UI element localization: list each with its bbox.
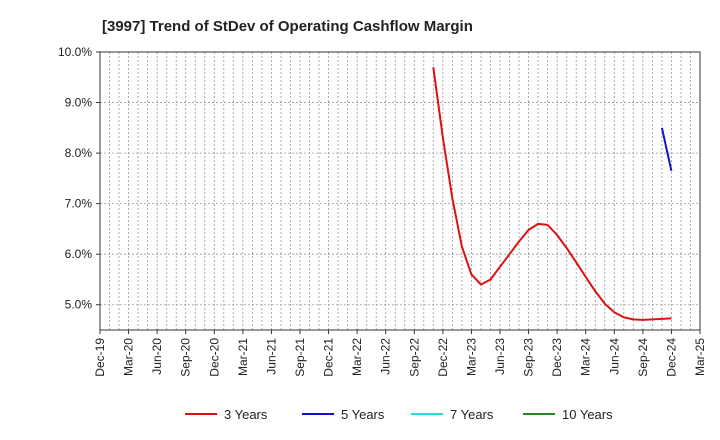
x-tick-label: Dec-24 bbox=[664, 338, 678, 377]
legend-label: 10 Years bbox=[562, 407, 613, 422]
x-tick-label: Sep-24 bbox=[636, 338, 650, 377]
y-tick-label: 6.0% bbox=[65, 247, 93, 261]
chart-title: [3997] Trend of StDev of Operating Cashf… bbox=[102, 18, 473, 35]
x-tick-label: Sep-23 bbox=[522, 338, 536, 377]
x-tick-label: Sep-20 bbox=[179, 338, 193, 377]
y-tick-label: 5.0% bbox=[65, 298, 93, 312]
x-tick-label: Mar-23 bbox=[464, 338, 478, 376]
x-tick-label: Mar-20 bbox=[122, 338, 136, 376]
series-line-3-years bbox=[432, 67, 672, 321]
x-axis: Dec-19 Mar-20 Jun-20 Sep-20 Dec-20 Mar-21 Jun-… bbox=[93, 330, 707, 377]
x-tick-label: Mar-25 bbox=[693, 338, 707, 376]
x-tick-label: Sep-21 bbox=[293, 338, 307, 377]
x-tick-label: Mar-24 bbox=[579, 338, 593, 376]
legend-label: 3 Years bbox=[224, 407, 268, 422]
series-lines bbox=[432, 67, 673, 321]
x-tick-label: Sep-22 bbox=[407, 338, 421, 377]
y-tick-label: 8.0% bbox=[65, 146, 93, 160]
y-tick-label: 7.0% bbox=[65, 197, 93, 211]
legend-label: 5 Years bbox=[341, 407, 385, 422]
x-tick-label: Dec-20 bbox=[207, 338, 221, 377]
y-axis: 5.0% 6.0% 7.0% 8.0% 9.0% 10.0% bbox=[58, 45, 100, 312]
legend: 3 Years 5 Years 7 Years 10 Years bbox=[185, 407, 613, 422]
x-tick-label: Jun-24 bbox=[607, 338, 621, 375]
grid bbox=[100, 52, 700, 330]
x-tick-label: Dec-19 bbox=[93, 338, 107, 377]
x-tick-label: Dec-21 bbox=[322, 338, 336, 377]
plot-area-frame bbox=[99, 51, 701, 331]
legend-label: 7 Years bbox=[450, 407, 494, 422]
x-tick-label: Mar-22 bbox=[350, 338, 364, 376]
x-tick-label: Jun-23 bbox=[493, 338, 507, 375]
x-tick-label: Mar-21 bbox=[236, 338, 250, 376]
series-line-5-years bbox=[660, 127, 673, 172]
x-tick-label: Jun-20 bbox=[150, 338, 164, 375]
x-tick-label: Jun-21 bbox=[264, 338, 278, 375]
y-tick-label: 9.0% bbox=[65, 96, 93, 110]
x-tick-label: Dec-22 bbox=[436, 338, 450, 377]
x-tick-label: Jun-22 bbox=[379, 338, 393, 375]
x-tick-label: Dec-23 bbox=[550, 338, 564, 377]
y-tick-label: 10.0% bbox=[58, 45, 92, 59]
